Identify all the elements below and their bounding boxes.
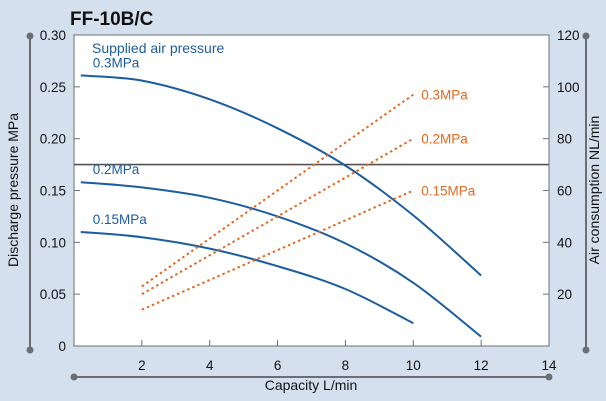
y2-tick-label: 60 [557, 184, 572, 199]
consumption-series-label: 0.3MPa [421, 88, 468, 103]
chart-marks: 0 0.05 0.10 0.15 0.20 0.25 0.30 20 40 60 80 100 120 2… [26, 28, 590, 381]
right-axis-cap-top [582, 32, 590, 40]
left-axis-cap-top [26, 32, 34, 40]
y-tick-label: 0 [58, 339, 66, 354]
y-tick-label: 0.05 [40, 287, 66, 302]
consumption-line-0-2mpa [141, 137, 414, 296]
x-tick-label: 12 [474, 358, 489, 373]
chart-title: FF-10B/C [70, 9, 154, 30]
y-tick-label: 0.15 [40, 184, 66, 199]
bottom-axis-cap-right [545, 373, 553, 381]
x-tick-label: 6 [274, 358, 282, 373]
x-axis-label: Capacity L/min [265, 377, 358, 393]
y2-tick-label: 20 [557, 287, 572, 302]
x-tick-label: 10 [406, 358, 421, 373]
plot-area [73, 34, 550, 347]
y2-tick-label: 100 [557, 80, 580, 95]
y2-tick-label: 80 [557, 132, 572, 147]
x-tick-label: 8 [342, 358, 350, 373]
supplied-air-pressure-annotation: Supplied air pressure [92, 40, 225, 56]
y-tick-label: 0.25 [40, 80, 66, 95]
consumption-line-0-3mpa [141, 93, 414, 288]
pressure-series-label: 0.3MPa [93, 55, 140, 70]
consumption-series-label: 0.2MPa [421, 132, 468, 147]
y2-tick-label: 40 [557, 235, 572, 250]
pressure-series-label: 0.15MPa [93, 212, 148, 227]
right-axis-cap-bottom [582, 346, 590, 354]
y2-tick-label: 120 [557, 28, 580, 43]
consumption-series-label: 0.15MPa [421, 184, 476, 199]
y-axis-label: Discharge pressure MPa [5, 113, 21, 267]
x-tick-label: 2 [138, 358, 146, 373]
y-tick-label: 0.10 [40, 235, 66, 250]
pressure-curve-0-15mpa [80, 231, 414, 325]
y2-axis-label: Air consumption NL/min [586, 116, 602, 265]
pressure-curve-0-3mpa [80, 74, 482, 277]
x-tick-label: 4 [206, 358, 214, 373]
left-axis-cap-bottom [26, 346, 34, 354]
pressure-series-label: 0.2MPa [93, 162, 140, 177]
y-tick-label: 0.30 [40, 28, 66, 43]
y-tick-label: 0.20 [40, 132, 66, 147]
x-tick-label: 14 [541, 358, 557, 373]
bottom-axis-cap-left [70, 373, 78, 381]
